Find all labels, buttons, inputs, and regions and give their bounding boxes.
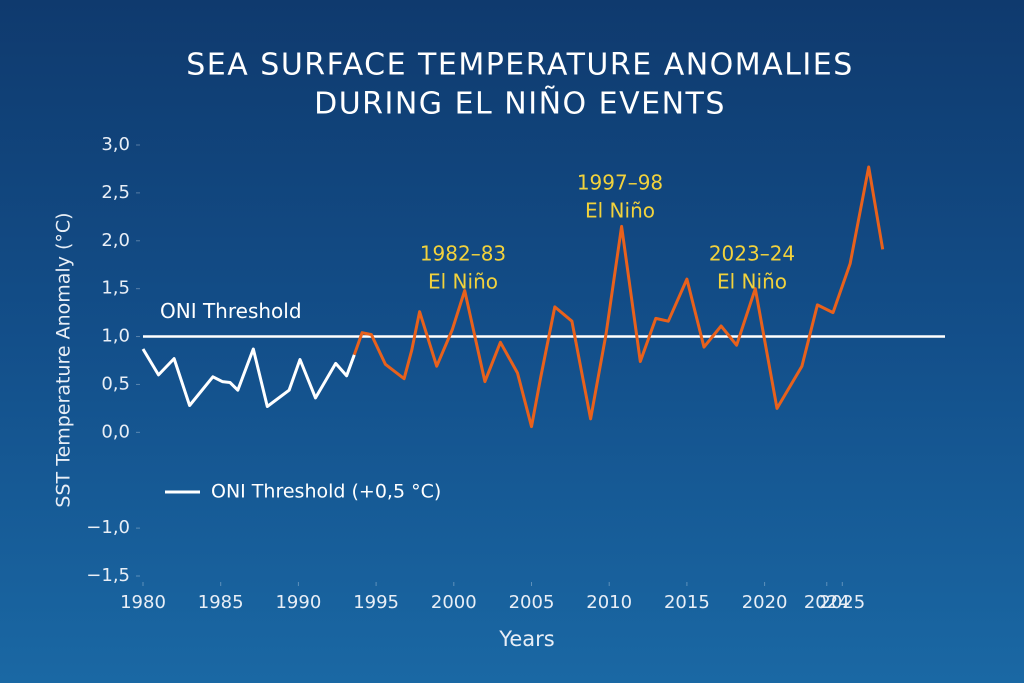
chart-title: SEA SURFACE TEMPERATURE ANOMALIES [186, 48, 854, 83]
y-tick-label: 3,0 [101, 134, 130, 155]
data-line [141, 347, 356, 408]
x-tick-label: 2000 [431, 592, 477, 613]
annotation: 1982–83 [420, 242, 506, 266]
y-tick-label: 1,5 [101, 278, 130, 299]
annotation: 1997–98 [577, 171, 663, 195]
x-tick-label: 1990 [275, 592, 321, 613]
x-tick-label: 2010 [586, 592, 632, 613]
y-tick-label: 2,5 [101, 182, 130, 203]
data-line [352, 165, 885, 429]
annotation: El Niño [585, 199, 655, 223]
legend-label: ONI Threshold (+0,5 °C) [211, 481, 441, 503]
x-tick-label: 1995 [353, 592, 399, 613]
x-tick-label: 2025 [819, 592, 865, 613]
y-tick-label: −1,0 [86, 517, 130, 538]
x-tick-label: 2020 [742, 592, 788, 613]
y-tick-label: 1,0 [101, 326, 130, 347]
y-tick-label: −1,5 [86, 565, 130, 586]
x-tick-label: 2024 [804, 592, 850, 613]
x-tick-label: 1980 [120, 592, 166, 613]
annotation: El Niño [717, 270, 787, 294]
x-tick-label: 2015 [664, 592, 710, 613]
y-tick-label: 2,0 [101, 230, 130, 251]
x-tick-label: 2005 [509, 592, 555, 613]
annotation: 2023–24 [709, 242, 795, 266]
annotation: El Niño [428, 270, 498, 294]
chart-title: DURING EL NIÑO EVENTS [314, 86, 726, 122]
x-tick-label: 1985 [198, 592, 244, 613]
y-tick-label: 0,5 [101, 373, 130, 394]
y-axis-label: SST Temperature Anomaly (°C) [53, 212, 75, 507]
y-tick-label: 0,0 [101, 421, 130, 442]
x-axis-label: Years [498, 627, 554, 651]
threshold-label: ONI Threshold [160, 299, 302, 323]
